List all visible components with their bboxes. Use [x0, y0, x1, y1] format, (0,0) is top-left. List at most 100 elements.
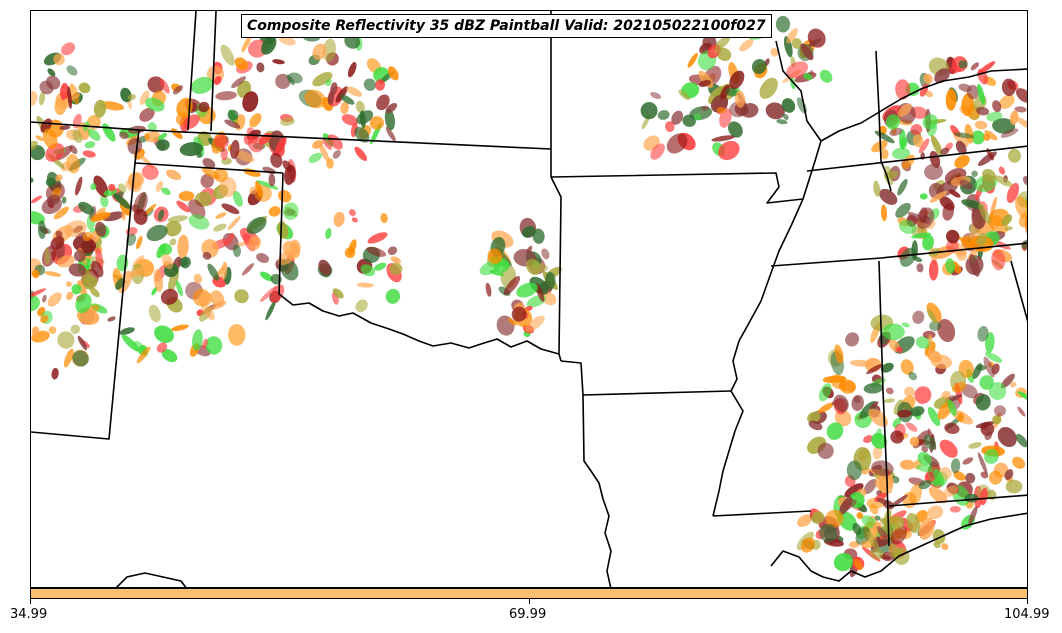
colorbar [30, 588, 1028, 599]
reflectivity-blob [800, 43, 814, 61]
reflectivity-blob [380, 213, 388, 224]
reflectivity-blob [55, 174, 63, 182]
reflectivity-blob [889, 127, 903, 137]
reflectivity-blob [786, 27, 798, 44]
reflectivity-blob [84, 141, 96, 149]
reflectivity-blob [31, 211, 46, 225]
reflectivity-blob [210, 300, 227, 311]
gulf-coast-bottom [115, 572, 187, 587]
reflectivity-blob [335, 86, 348, 103]
reflectivity-blob [998, 166, 1006, 175]
reflectivity-blob [526, 258, 541, 275]
reflectivity-blob [355, 100, 365, 114]
reflectivity-blob [127, 137, 143, 155]
reflectivity-blob [242, 263, 254, 276]
border-wy-co [187, 11, 197, 131]
reflectivity-blob [1006, 182, 1020, 204]
reflectivity-blob [912, 310, 925, 324]
reflectivity-blob [734, 90, 746, 108]
reflectivity-blob [871, 140, 888, 153]
mississippi-river [712, 40, 822, 517]
reflectivity-blob [56, 255, 76, 268]
reflectivity-blob [243, 168, 261, 177]
reflectivity-blob [77, 280, 87, 297]
reflectivity-blob [845, 332, 860, 347]
reflectivity-blob [256, 253, 270, 263]
reflectivity-blob [53, 206, 69, 220]
reflectivity-blob [923, 73, 933, 84]
reflectivity-blob [139, 90, 150, 105]
reflectivity-blob [46, 194, 60, 206]
reflectivity-blob [868, 408, 889, 427]
reflectivity-blob [31, 326, 40, 337]
reflectivity-blob [308, 152, 323, 163]
reflectivity-blob [193, 273, 203, 284]
reflectivity-blob [256, 62, 265, 73]
reflectivity-blob [385, 126, 396, 142]
reflectivity-blob [341, 114, 358, 126]
reflectivity-blob [108, 184, 116, 192]
reflectivity-blob [983, 356, 995, 378]
reflectivity-blob [31, 177, 34, 184]
reflectivity-blob [133, 192, 148, 215]
reflectivity-blob [176, 200, 191, 213]
reflectivity-blob [869, 401, 879, 409]
reflectivity-blob [171, 324, 189, 332]
reflectivity-blob [909, 483, 923, 506]
reflectivity-blob [807, 411, 821, 424]
reflectivity-blob [911, 232, 932, 239]
reflectivity-blob [969, 254, 980, 277]
reflectivity-blob [918, 138, 930, 154]
reflectivity-blob [811, 511, 825, 524]
reflectivity-blob [70, 324, 81, 335]
reflectivity-blob [363, 78, 377, 91]
reflectivity-blob [330, 82, 338, 96]
reflectivity-blob [72, 129, 83, 143]
reflectivity-blob [227, 216, 241, 231]
border-mo-ar [550, 172, 804, 204]
reflectivity-blob [885, 387, 894, 395]
reflectivity-blob [1000, 373, 1015, 389]
reflectivity-blob [188, 199, 206, 220]
reflectivity-blob [332, 150, 341, 159]
reflectivity-blob [220, 261, 228, 280]
reflectivity-blob [897, 178, 908, 196]
reflectivity-blob [984, 352, 1003, 363]
reflectivity-blob [759, 77, 778, 99]
reflectivity-blob [268, 173, 276, 187]
reflectivity-blob [906, 512, 920, 534]
reflectivity-blob [213, 168, 228, 183]
reflectivity-blob [978, 203, 991, 224]
reflectivity-blob [228, 324, 246, 346]
reflectivity-blob [923, 434, 937, 451]
reflectivity-blob [59, 125, 71, 130]
reflectivity-blob [39, 80, 54, 95]
reflectivity-blob [999, 94, 1015, 109]
reflectivity-blob [47, 68, 56, 77]
border-ms-al [878, 260, 890, 547]
reflectivity-blob [188, 214, 210, 230]
reflectivity-blob [219, 176, 237, 198]
reflectivity-blob [1017, 406, 1026, 417]
reflectivity-blob [786, 61, 809, 79]
reflectivity-blob [781, 98, 796, 113]
border-ms-la-south [712, 510, 812, 517]
reflectivity-blob [986, 111, 1003, 122]
colorbar-label-mid: 69.99 [509, 607, 547, 622]
reflectivity-blob [988, 382, 1007, 400]
reflectivity-blob [883, 398, 896, 403]
reflectivity-blob [940, 147, 950, 155]
reflectivity-blob [729, 70, 745, 90]
reflectivity-blob [148, 304, 161, 323]
reflectivity-blob [895, 346, 903, 353]
gulf-coast-la [770, 512, 1027, 582]
reflectivity-blob [151, 286, 158, 296]
reflectivity-blob [535, 283, 545, 302]
reflectivity-blob [657, 110, 670, 120]
reflectivity-blob [270, 284, 285, 303]
reflectivity-blob [863, 383, 884, 394]
reflectivity-blob [833, 552, 854, 572]
colorbar-tick-left [30, 599, 31, 604]
reflectivity-blob [159, 78, 170, 94]
reflectivity-blob [161, 253, 174, 270]
